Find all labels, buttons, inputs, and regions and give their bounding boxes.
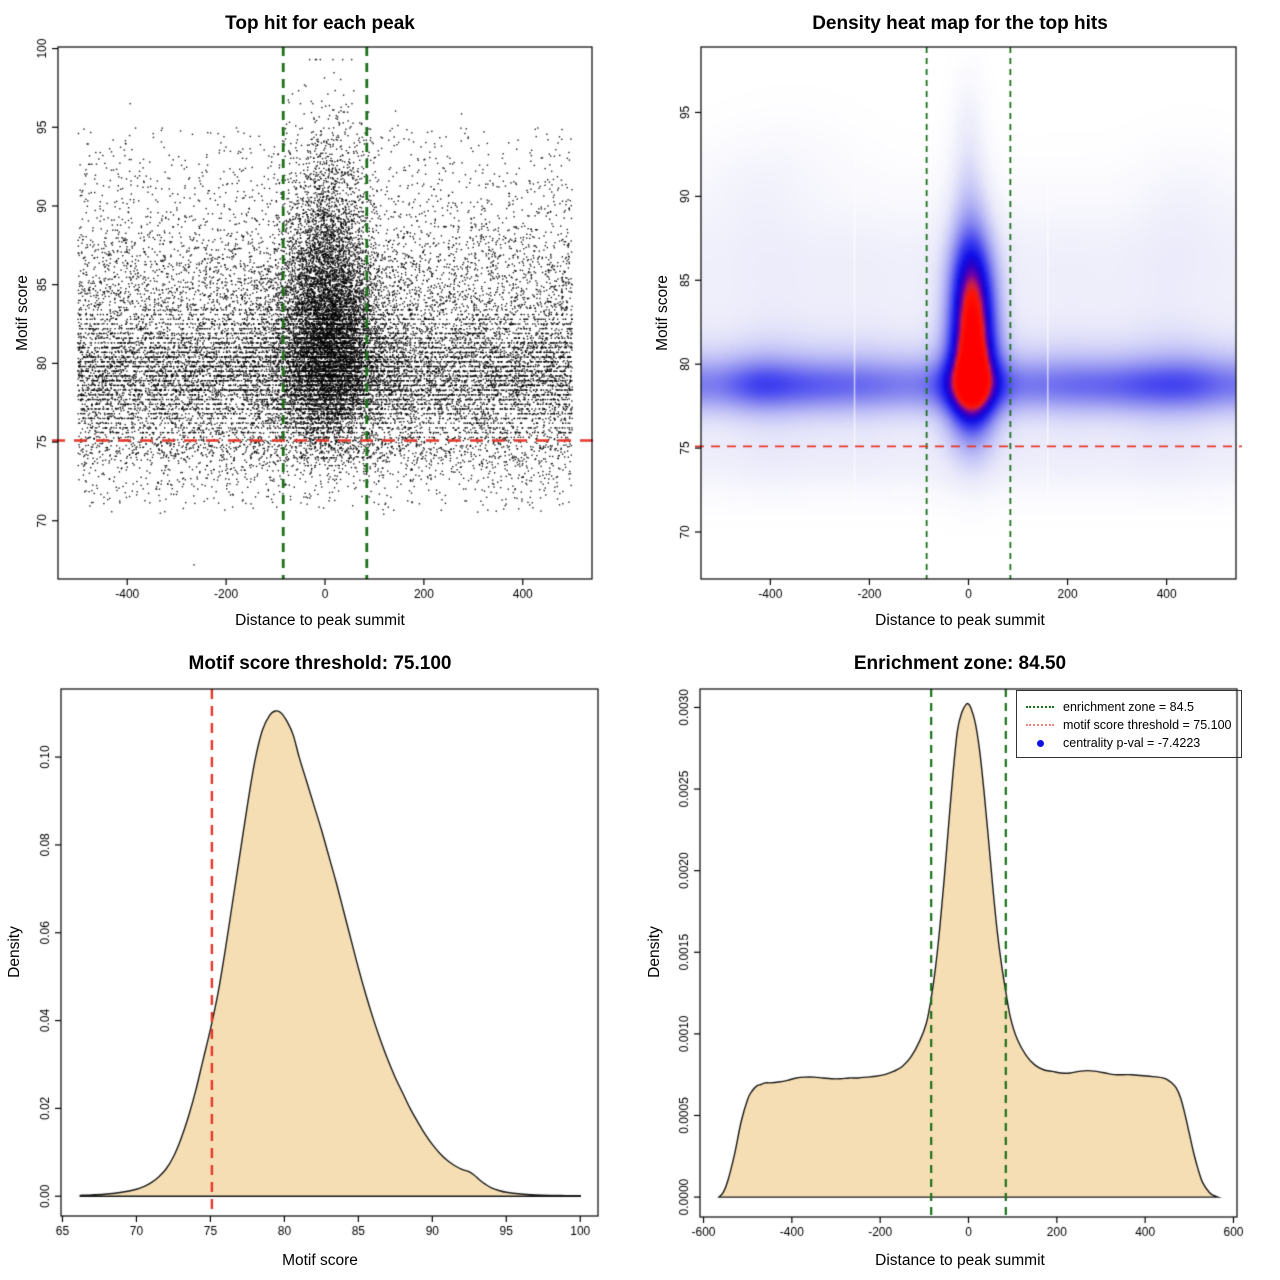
panel-scatter: Top hit for each peak Distance to peak s… xyxy=(0,0,640,640)
legend-item-score-threshold: motif score threshold = 75.100 xyxy=(1017,716,1241,734)
score-threshold-line-icon xyxy=(1017,724,1063,726)
heatmap-x-axis-label: Distance to peak summit xyxy=(875,612,1045,629)
legend-label: motif score threshold = 75.100 xyxy=(1063,718,1232,732)
heatmap-title: Density heat map for the top hits xyxy=(812,13,1108,34)
score-density-y-axis-label: Density xyxy=(6,926,23,978)
heatmap-plot-canvas xyxy=(640,0,1280,640)
legend-label: enrichment zone = 84.5 xyxy=(1063,700,1194,714)
scatter-x-axis-label: Distance to peak summit xyxy=(235,612,405,629)
score-density-plot-canvas xyxy=(0,640,640,1280)
score-density-title: Motif score threshold: 75.100 xyxy=(188,653,452,674)
legend-item-enrichment-zone: enrichment zone = 84.5 xyxy=(1017,698,1241,716)
score-density-x-axis-label: Motif score xyxy=(282,1252,358,1269)
scatter-plot-canvas xyxy=(0,0,640,640)
centrality-pval-dot-icon xyxy=(1017,739,1063,747)
distance-density-y-axis-label: Density xyxy=(646,926,663,978)
distance-density-title: Enrichment zone: 84.50 xyxy=(853,653,1067,674)
scatter-title: Top hit for each peak xyxy=(225,13,415,34)
legend-item-centrality-pval: centrality p-val = -7.4223 xyxy=(1017,734,1241,752)
panel-score-density: Motif score threshold: 75.100 Motif scor… xyxy=(0,640,640,1280)
scatter-y-axis-label: Motif score xyxy=(14,275,31,351)
panel-distance-density: Enrichment zone: 84.50 Distance to peak … xyxy=(640,640,1280,1280)
distance-density-x-axis-label: Distance to peak summit xyxy=(875,1252,1045,1269)
distance-density-plot-canvas xyxy=(640,640,1280,1280)
heatmap-y-axis-label: Motif score xyxy=(654,275,671,351)
legend-label: centrality p-val = -7.4223 xyxy=(1063,736,1201,750)
panel-heatmap: Density heat map for the top hits Distan… xyxy=(640,0,1280,640)
legend: enrichment zone = 84.5 motif score thres… xyxy=(1016,690,1242,758)
enrichment-zone-line-icon xyxy=(1017,706,1063,708)
